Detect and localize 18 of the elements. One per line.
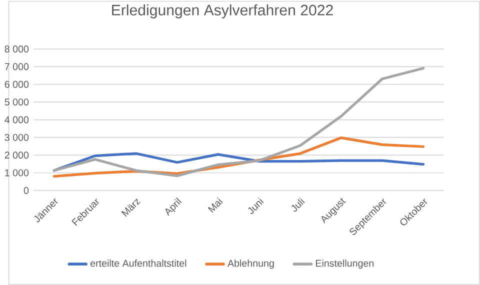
x-tick-label: Mai <box>208 198 223 213</box>
y-tick-label: 4 000 <box>4 116 29 124</box>
y-tick-label: 3 000 <box>4 134 29 141</box>
y-tick-label: 0 <box>24 187 29 194</box>
chart-title: Erledigungen Asylverfahren 2022 <box>112 4 333 18</box>
line-series <box>52 152 425 172</box>
y-tick-label: 1 000 <box>5 169 29 176</box>
legend-label: erteilte Aufenthaltstitel <box>90 260 186 267</box>
x-tick-label: Juli <box>291 198 305 212</box>
y-tick-label: 2 000 <box>4 152 29 159</box>
line-series <box>52 67 425 178</box>
y-tick-label: 7 000 <box>4 63 29 70</box>
x-tick-label: Juni <box>248 198 264 214</box>
y-tick-label: 8 000 <box>4 46 29 53</box>
y-tick-label: 6 000 <box>4 80 29 88</box>
legend-label: Ablehnung <box>228 260 274 269</box>
y-tick-label: 5 000 <box>4 98 29 106</box>
legend-label: Einstellungen <box>316 260 374 269</box>
